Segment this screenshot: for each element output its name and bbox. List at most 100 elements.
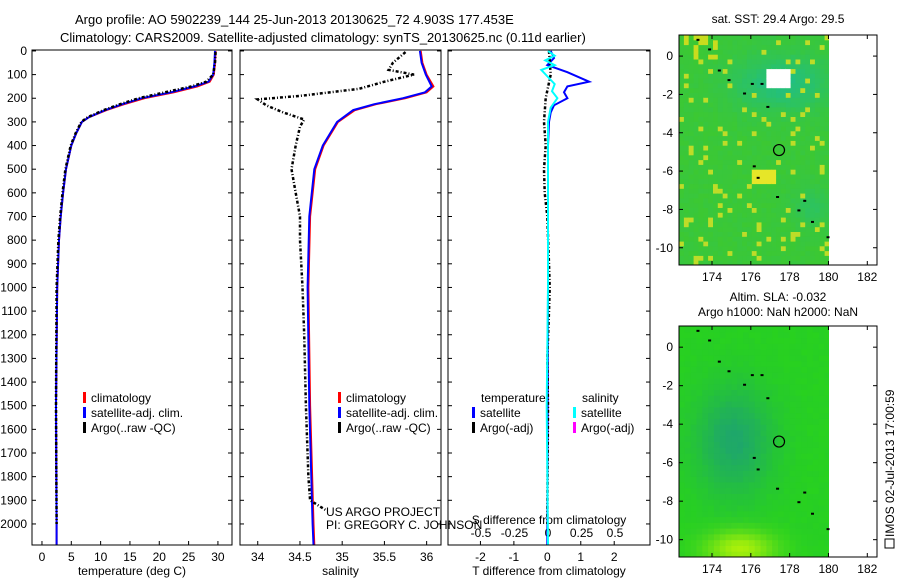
map-cell xyxy=(684,372,692,379)
map-cell xyxy=(772,343,779,350)
map-cell xyxy=(810,130,816,137)
map-cell xyxy=(717,169,724,175)
map-cell xyxy=(790,68,796,74)
map-cell xyxy=(684,545,692,552)
map-cell xyxy=(746,49,753,55)
map-cell xyxy=(696,447,703,454)
map-cell xyxy=(824,212,829,218)
map-cell xyxy=(702,378,709,385)
map-cell xyxy=(824,424,829,431)
map-cell xyxy=(756,221,762,228)
map-cell xyxy=(737,424,744,431)
map-cell xyxy=(754,337,761,344)
map-cell xyxy=(737,505,744,512)
map-cell xyxy=(824,372,829,379)
map-cell xyxy=(708,260,714,266)
map-cell xyxy=(800,73,806,79)
map-cell xyxy=(771,231,777,237)
map-cell xyxy=(690,395,697,402)
map-cell xyxy=(732,121,738,127)
map-cell xyxy=(776,169,782,175)
map-cell xyxy=(778,487,785,494)
map-cell xyxy=(772,499,779,506)
map-cell xyxy=(800,102,806,108)
map-cell xyxy=(693,68,699,74)
x-tick-label: 35.5 xyxy=(373,550,397,564)
map-cell xyxy=(696,429,703,437)
map-cell xyxy=(819,54,826,60)
map-cell xyxy=(760,337,767,344)
map-cell xyxy=(751,183,758,189)
map-cell xyxy=(742,164,748,170)
map-cell xyxy=(778,499,785,506)
map-cell xyxy=(688,164,695,170)
map-cell xyxy=(693,212,699,218)
map-cell xyxy=(693,73,699,79)
map-cell xyxy=(727,255,733,261)
map-cell xyxy=(746,236,753,242)
map-cell xyxy=(679,260,685,266)
map-cell xyxy=(771,202,777,208)
map-cell xyxy=(727,245,733,252)
map-cell xyxy=(731,510,738,518)
map-cell xyxy=(807,510,814,518)
map-cell xyxy=(737,217,743,223)
map-cell xyxy=(742,188,748,194)
map-cell xyxy=(824,130,829,137)
map-cell xyxy=(703,78,709,84)
map-cell xyxy=(688,87,695,93)
map-cell xyxy=(684,539,692,546)
map-cell xyxy=(766,401,773,408)
map-cell xyxy=(801,551,808,558)
map-cell xyxy=(818,441,826,448)
map-cell xyxy=(771,130,777,137)
map-cell xyxy=(800,245,806,252)
map-cell xyxy=(713,395,721,402)
map-cell xyxy=(688,241,695,247)
map-cell xyxy=(731,458,738,466)
map-cell xyxy=(766,188,772,194)
map-cell xyxy=(743,487,750,494)
map-cell xyxy=(719,331,727,339)
map-cell xyxy=(751,111,758,117)
map-cell xyxy=(731,378,738,385)
map-cell xyxy=(766,217,772,223)
map-cell xyxy=(780,250,787,256)
map-cell xyxy=(737,447,744,454)
map-cell xyxy=(698,73,704,79)
map-cell xyxy=(819,121,826,127)
map-cell xyxy=(719,470,727,477)
map-cell xyxy=(785,111,792,117)
map-cell xyxy=(690,412,697,419)
s-tick-label: 0.5 xyxy=(607,526,624,540)
map-cell xyxy=(702,493,709,500)
map-cell xyxy=(722,188,729,194)
map-cell xyxy=(683,260,690,266)
island-marker xyxy=(811,220,814,223)
map-cell xyxy=(731,366,738,373)
map-cell xyxy=(727,87,733,93)
map-cell xyxy=(795,464,802,471)
map-cell xyxy=(719,435,727,442)
map-cell xyxy=(746,82,753,89)
map-cell xyxy=(690,505,697,512)
map-cell xyxy=(814,145,821,151)
map-cell xyxy=(717,212,724,218)
map-cell xyxy=(783,389,791,396)
map-cell xyxy=(766,87,772,93)
map-cell xyxy=(760,401,767,408)
map-cell xyxy=(742,49,748,55)
map-cell xyxy=(683,44,690,50)
map-cell xyxy=(771,68,777,74)
map-cell xyxy=(807,458,814,466)
s-tick-label: -0.5 xyxy=(471,526,492,540)
map-cell xyxy=(679,343,686,350)
map-cell xyxy=(785,59,792,65)
map-cell xyxy=(731,464,738,471)
map-cell xyxy=(778,331,785,339)
map-cell xyxy=(742,44,748,50)
map-cell xyxy=(795,453,802,460)
map-cell xyxy=(795,533,802,541)
map-cell xyxy=(708,539,715,546)
map-cell xyxy=(824,551,829,558)
